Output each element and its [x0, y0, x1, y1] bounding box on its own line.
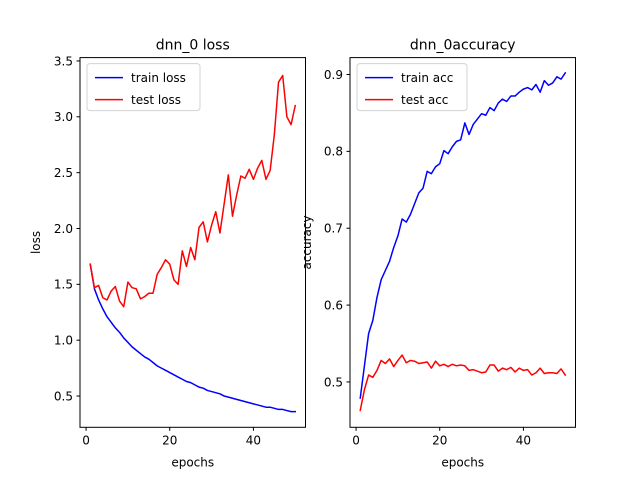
loss-chart-title: dnn_0 loss: [156, 38, 230, 54]
loss-y-tick-label: 2.5: [54, 166, 73, 180]
accuracy-chart-title: dnn_0accuracy: [410, 38, 516, 54]
loss-legend-label: train loss: [131, 71, 186, 85]
loss-series-group: [89, 74, 297, 413]
loss-y-tick-label: 0.5: [54, 389, 73, 403]
loss-y-tick-label: 3.5: [54, 54, 73, 68]
loss-y-tick-label: 1.5: [54, 278, 73, 292]
accuracy-x-axis-label: epochs: [441, 455, 484, 469]
accuracy-y-axis-label: accuracy: [300, 215, 314, 269]
accuracy-legend: train acc test acc: [356, 63, 468, 112]
accuracy-x-tick-label: 40: [516, 433, 531, 447]
accuracy-legend-label: test acc: [401, 93, 448, 107]
accuracy-series-group: [359, 71, 567, 412]
accuracy-series-train-acc: [359, 71, 567, 399]
loss-chart: dnn_0 loss 0 20 40 0.5 1.0 1.5 2.0 2.5 3.0 3.5 epoc…: [29, 38, 306, 469]
loss-y-tick-label: 1.0: [54, 333, 73, 347]
loss-legend-label: test loss: [131, 93, 181, 107]
accuracy-x-tick-label: 20: [432, 433, 447, 447]
loss-y-axis-label: loss: [29, 231, 43, 254]
loss-x-tick-label: 20: [162, 433, 177, 447]
accuracy-series-test-acc: [359, 354, 567, 412]
accuracy-y-tick-label: 0.5: [324, 375, 343, 389]
loss-x-tick-label: 0: [82, 433, 90, 447]
loss-legend: train loss test loss: [86, 63, 201, 112]
accuracy-x-tick-label: 0: [352, 433, 360, 447]
accuracy-y-tick-label: 0.8: [324, 145, 343, 159]
loss-x-axis-label: epochs: [171, 455, 214, 469]
accuracy-axes-frame: [349, 57, 576, 428]
loss-series-train-loss: [89, 263, 296, 413]
loss-series-test-loss: [89, 74, 297, 308]
loss-x-tick-label: 40: [246, 433, 261, 447]
accuracy-y-tick-label: 0.6: [324, 298, 343, 312]
accuracy-chart: dnn_0accuracy 0 20 40 0.5 0.6 0.7 0.8 0.9 epochs a…: [300, 38, 576, 469]
loss-y-tick-label: 3.0: [54, 110, 73, 124]
loss-y-tick-label: 2.0: [54, 222, 73, 236]
accuracy-y-tick-label: 0.9: [324, 68, 343, 82]
loss-axes-frame: [79, 57, 306, 428]
accuracy-y-tick-label: 0.7: [324, 222, 343, 236]
accuracy-legend-label: train acc: [401, 71, 453, 85]
